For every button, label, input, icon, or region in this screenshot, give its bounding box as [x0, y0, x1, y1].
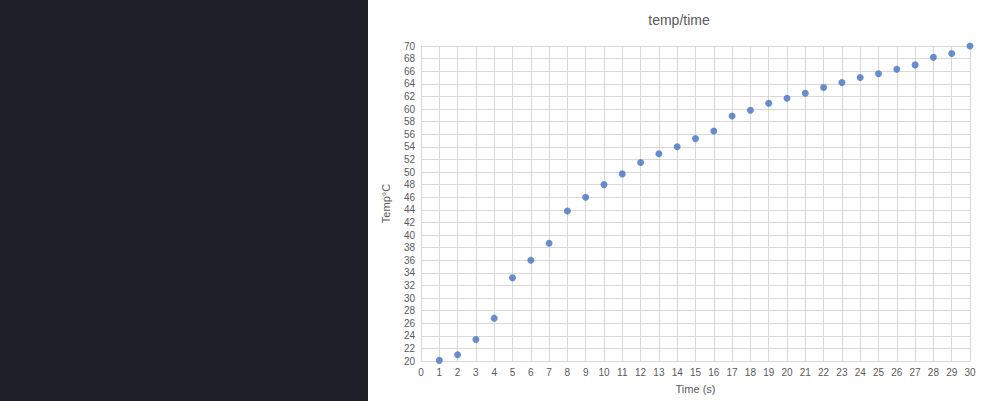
svg-text:46: 46 [404, 192, 416, 203]
svg-text:28: 28 [928, 367, 940, 378]
svg-text:56: 56 [404, 129, 416, 140]
svg-text:2: 2 [455, 367, 461, 378]
svg-text:54: 54 [404, 141, 416, 152]
svg-text:1: 1 [437, 367, 443, 378]
svg-text:58: 58 [404, 116, 416, 127]
svg-text:52: 52 [404, 154, 416, 165]
svg-text:21: 21 [800, 367, 812, 378]
svg-text:Temp°C: Temp°C [380, 184, 392, 223]
svg-text:25: 25 [873, 367, 885, 378]
svg-text:16: 16 [708, 367, 720, 378]
svg-text:3: 3 [473, 367, 479, 378]
svg-text:26: 26 [404, 318, 416, 329]
svg-text:11: 11 [617, 367, 628, 378]
svg-text:38: 38 [404, 242, 416, 253]
svg-text:9: 9 [583, 367, 589, 378]
svg-text:44: 44 [404, 204, 416, 215]
svg-text:10: 10 [598, 367, 610, 378]
svg-text:22: 22 [818, 367, 830, 378]
svg-text:32: 32 [404, 280, 416, 291]
svg-text:17: 17 [727, 367, 739, 378]
svg-text:64: 64 [404, 78, 416, 89]
svg-text:14: 14 [672, 367, 684, 378]
svg-text:7: 7 [546, 367, 552, 378]
svg-text:28: 28 [404, 305, 416, 316]
svg-text:5: 5 [510, 367, 516, 378]
svg-text:30: 30 [404, 293, 416, 304]
svg-text:temp/time: temp/time [648, 12, 710, 28]
svg-text:50: 50 [404, 167, 416, 178]
svg-text:6: 6 [528, 367, 534, 378]
svg-text:24: 24 [855, 367, 867, 378]
svg-text:68: 68 [404, 53, 416, 64]
svg-text:23: 23 [836, 367, 848, 378]
svg-text:8: 8 [565, 367, 571, 378]
svg-text:26: 26 [891, 367, 903, 378]
svg-text:42: 42 [404, 217, 416, 228]
svg-text:60: 60 [404, 104, 416, 115]
svg-text:70: 70 [404, 41, 416, 52]
svg-text:Time (s): Time (s) [676, 383, 716, 395]
svg-text:20: 20 [781, 367, 793, 378]
svg-text:18: 18 [745, 367, 757, 378]
svg-text:22: 22 [404, 343, 416, 354]
svg-text:0: 0 [418, 367, 424, 378]
svg-text:20: 20 [404, 356, 416, 367]
svg-text:66: 66 [404, 66, 416, 77]
svg-text:62: 62 [404, 91, 416, 102]
svg-text:27: 27 [910, 367, 922, 378]
svg-text:24: 24 [404, 330, 416, 341]
svg-text:34: 34 [404, 267, 416, 278]
svg-text:12: 12 [635, 367, 647, 378]
svg-text:15: 15 [690, 367, 702, 378]
svg-text:29: 29 [946, 367, 958, 378]
svg-text:30: 30 [964, 367, 976, 378]
svg-text:19: 19 [763, 367, 775, 378]
svg-text:40: 40 [404, 230, 416, 241]
svg-text:13: 13 [653, 367, 665, 378]
svg-text:36: 36 [404, 255, 416, 266]
svg-text:48: 48 [404, 179, 416, 190]
svg-text:4: 4 [491, 367, 497, 378]
